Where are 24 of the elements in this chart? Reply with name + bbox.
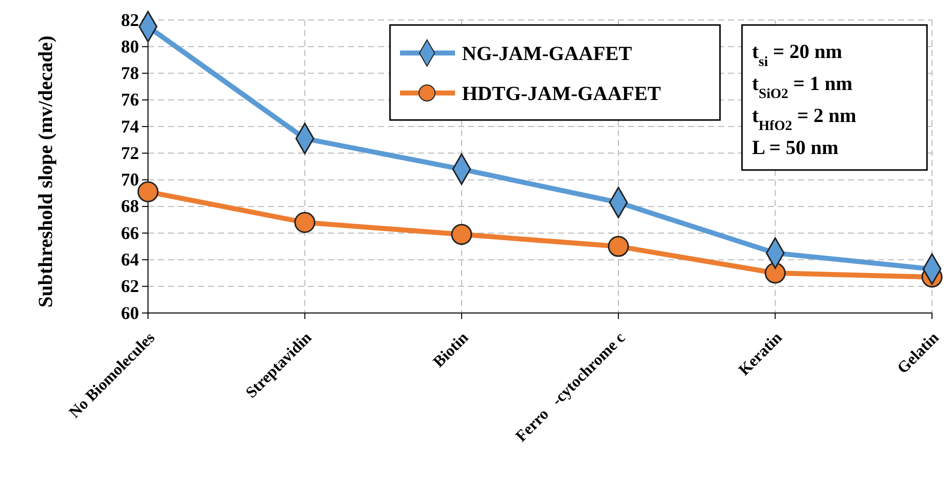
y-tick-label: 64 (121, 249, 139, 270)
point (764, 262, 786, 284)
annotation: t$_{si}$ = 20 nm (752, 41, 843, 70)
point (137, 181, 159, 202)
y-tick-label: 74 (121, 116, 139, 136)
annotation: L = 50 nm (752, 137, 839, 159)
y-tick-label: 60 (121, 302, 139, 323)
y-tick-label: 68 (121, 196, 139, 216)
legend-label: HDTG-JAM-GAAFET (462, 83, 662, 105)
y-tick-label: 62 (121, 276, 139, 296)
legend-label: NG-JAM-GAAFET (462, 43, 633, 65)
y-tick-label: 82 (121, 10, 139, 30)
y-tick-label: 70 (121, 170, 139, 190)
y-tick-label: 76 (121, 90, 139, 110)
point (608, 236, 629, 257)
point (451, 224, 472, 245)
y-axis-title: Subthreshold slope (mv/decade) (35, 36, 57, 308)
annotation: t$_{SiO2}$ = 1 nm (752, 73, 853, 102)
annotation: t$_{HfO2}$ = 2 nm (752, 105, 857, 134)
y-tick-label: 80 (121, 36, 139, 56)
y-tick-label: 78 (121, 63, 139, 84)
y-tick-label: 72 (121, 142, 139, 163)
point (294, 212, 316, 233)
y-tick-label: 66 (121, 222, 139, 243)
